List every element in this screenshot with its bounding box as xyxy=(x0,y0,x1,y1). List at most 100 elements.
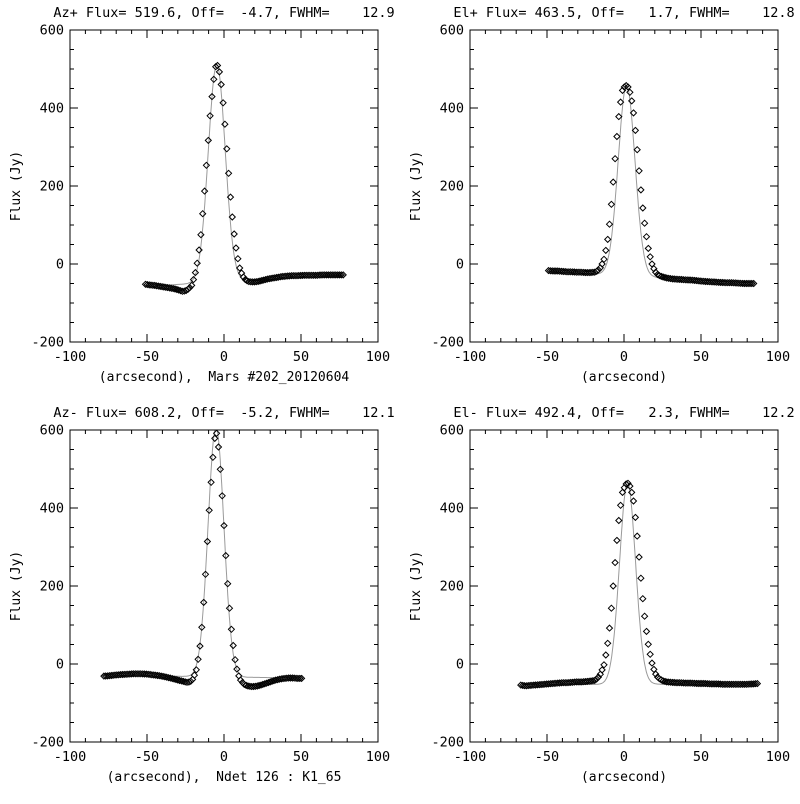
y-tick-label: 200 xyxy=(440,579,464,595)
y-tick-label: 600 xyxy=(440,23,464,39)
data-point-marker xyxy=(297,674,306,683)
data-point-marker xyxy=(232,244,240,252)
data-point-markers xyxy=(100,429,306,691)
data-point-marker xyxy=(190,671,199,679)
y-tick-label: -200 xyxy=(31,335,64,351)
data-point-marker xyxy=(594,266,603,274)
y-tick-label: 200 xyxy=(40,179,64,195)
y-tick-label: 0 xyxy=(456,657,464,673)
plot-canvas-az-minus: -100 -50 0 50 100 -200 0 200 400 600 Az- Flux= 608… xyxy=(9,405,395,785)
data-point-marker xyxy=(603,235,612,244)
y-tick-label: 400 xyxy=(440,101,464,117)
data-point-marker xyxy=(260,680,269,688)
data-point-marker xyxy=(187,281,196,290)
axis-ticks xyxy=(69,29,379,343)
y-axis-label: Flux (Jy) xyxy=(409,551,424,621)
y-tick-label: 600 xyxy=(40,423,64,439)
data-point-marker xyxy=(626,88,634,97)
x-tick-label: -100 xyxy=(454,349,487,365)
data-point-marker xyxy=(609,178,617,186)
data-point-marker xyxy=(642,627,651,636)
x-tick-label: -100 xyxy=(54,349,87,365)
data-point-marker xyxy=(264,678,273,687)
data-point-marker xyxy=(590,676,599,685)
y-tick-label: 0 xyxy=(56,657,64,673)
data-point-marker xyxy=(600,255,608,264)
data-point-marker xyxy=(240,680,249,689)
data-point-marker xyxy=(208,92,216,101)
data-point-marker xyxy=(262,679,271,687)
data-point-marker xyxy=(640,612,649,620)
data-point-marker xyxy=(203,537,212,546)
data-point-marker xyxy=(603,639,612,648)
plot-panel-el-plus: -100 -50 0 50 100 -200 0 200 400 600 El+ Flux= 463… xyxy=(400,0,800,400)
data-point-marker xyxy=(275,675,284,683)
data-point-marker xyxy=(205,506,213,515)
x-tick-label: 100 xyxy=(366,749,390,765)
data-point-marker xyxy=(635,167,643,175)
data-point-marker xyxy=(251,682,260,691)
plot-frame xyxy=(69,29,379,343)
data-point-marker xyxy=(639,594,647,603)
data-point-marker xyxy=(200,187,209,195)
x-tick-label: -50 xyxy=(135,349,159,365)
plot-canvas-el-minus: -100 -50 0 50 100 -200 0 200 400 600 El- Flux= 492… xyxy=(409,405,795,785)
data-point-marker xyxy=(627,488,636,497)
y-tick-label: 200 xyxy=(40,579,64,595)
data-point-marker xyxy=(212,429,221,438)
data-point-marker xyxy=(186,283,194,292)
data-point-marker xyxy=(257,681,265,689)
data-point-marker xyxy=(613,536,621,545)
x-tick-label: 50 xyxy=(293,749,309,765)
data-point-marker xyxy=(171,285,179,293)
data-point-marker xyxy=(206,112,214,120)
data-point-marker xyxy=(223,579,232,588)
data-point-marker xyxy=(296,674,304,683)
plot-title: Az+ Flux= 519.6, Off= -4.7, FWHM= 12.9 xyxy=(53,5,394,21)
data-point-marker xyxy=(646,650,654,659)
x-tick-label: 50 xyxy=(693,349,709,365)
data-point-marker xyxy=(637,186,645,194)
data-point-marker xyxy=(607,604,616,612)
data-point-marker xyxy=(201,570,210,579)
data-point-marker xyxy=(199,598,208,607)
data-point-marker xyxy=(607,200,616,209)
data-point-marker xyxy=(252,277,261,286)
data-point-marker xyxy=(222,551,230,560)
data-point-marker xyxy=(268,677,276,686)
x-tick-label: 100 xyxy=(366,349,390,365)
data-point-marker xyxy=(646,253,654,261)
data-point-marker xyxy=(266,678,274,686)
data-point-marker xyxy=(633,145,641,154)
data-point-marker xyxy=(211,434,219,443)
data-point-marker xyxy=(644,640,653,649)
data-point-marker xyxy=(631,126,640,135)
data-point-marker xyxy=(256,277,264,285)
data-point-marker xyxy=(592,267,601,276)
plot-frame xyxy=(469,429,779,743)
data-point-marker xyxy=(223,145,231,153)
data-point-marker xyxy=(635,553,643,561)
y-tick-label: -200 xyxy=(431,735,464,751)
plot-panel-az-minus: -100 -50 0 50 100 -200 0 200 400 600 Az- Flux= 608… xyxy=(0,400,400,800)
x-tick-label: 100 xyxy=(766,749,790,765)
data-point-marker xyxy=(229,641,237,650)
data-point-marker xyxy=(226,193,235,201)
data-point-marker xyxy=(592,675,601,683)
y-tick-label: 0 xyxy=(456,257,464,273)
data-point-marker xyxy=(204,136,213,145)
data-point-marker xyxy=(753,679,762,688)
data-point-marker xyxy=(198,623,206,632)
data-point-marker xyxy=(195,246,203,254)
y-tick-label: 600 xyxy=(440,423,464,439)
data-point-marker xyxy=(748,279,756,288)
data-point-marker xyxy=(186,677,195,686)
x-tick-label: 0 xyxy=(220,749,228,765)
data-point-marker xyxy=(648,659,656,667)
data-point-marker xyxy=(616,501,625,510)
data-point-marker xyxy=(211,62,220,71)
data-point-marker xyxy=(274,273,283,281)
axis-ticks xyxy=(469,429,779,743)
data-point-marker xyxy=(255,681,263,690)
data-point-marker xyxy=(598,666,606,674)
